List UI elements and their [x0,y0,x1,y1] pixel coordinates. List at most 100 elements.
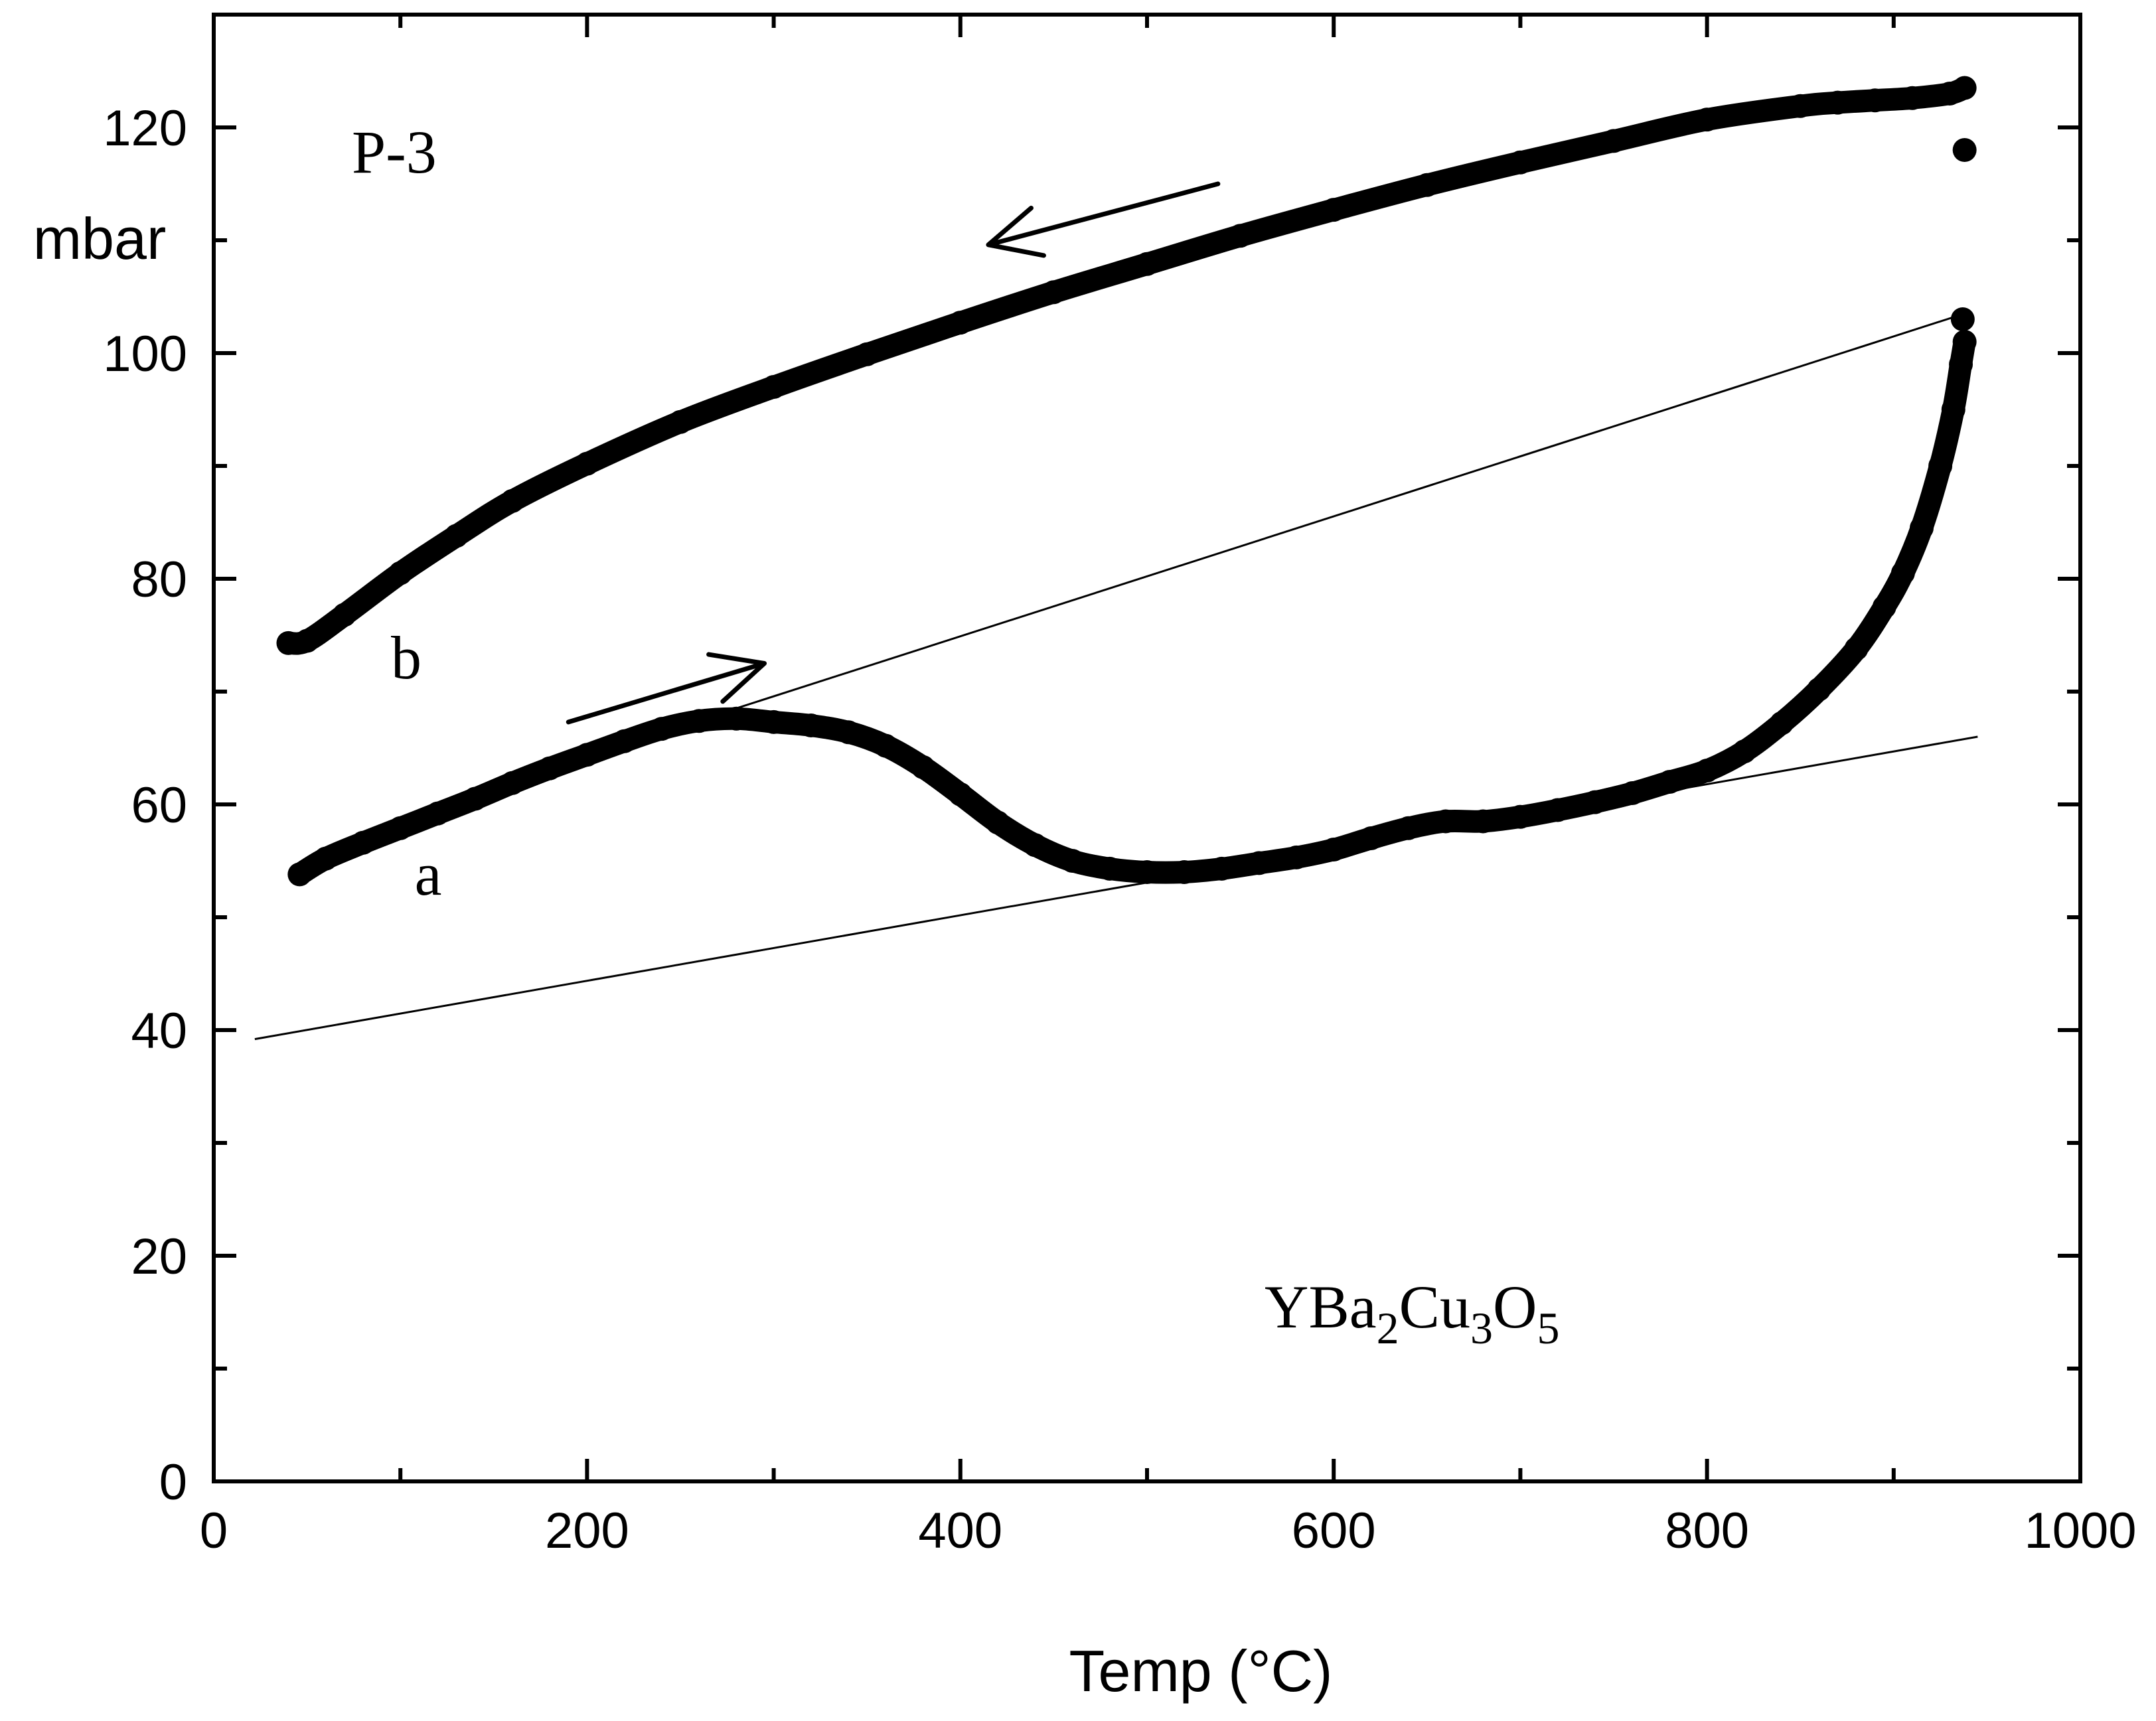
series-a-point [986,810,1010,835]
outlier-point [1952,138,1977,162]
series-a-point [1909,516,1934,540]
series-b-point [500,488,524,513]
series-a-point [575,743,599,767]
series-a-point [1060,849,1085,873]
series-b-point [332,603,356,627]
series-a-curve [288,331,1976,886]
y-tick-label: 40 [131,1003,187,1059]
series-a-point [761,710,786,734]
series-b-point [948,311,972,335]
series-a-point [836,720,861,745]
series-b-point [1135,252,1159,276]
series-a-point [874,733,898,758]
series-b-point [1952,76,1977,100]
series-a-point [1952,330,1977,354]
x-tick-label: 200 [545,1503,629,1559]
formula-sub-2: 3 [1470,1303,1493,1353]
series-b-point [1863,88,1887,113]
series-b-point [388,561,413,585]
series-a-point [1359,826,1383,850]
series-b-point [1900,86,1924,110]
series-a-point [1396,816,1421,840]
series-a-point [1872,595,1896,619]
x-tick-label: 600 [1292,1503,1376,1559]
plot-frame [212,13,2082,1483]
reference-lines [254,313,1978,1041]
y-tick-label: 120 [103,100,187,157]
series-b-point [1695,108,1719,132]
series-a-point [612,729,637,753]
series-a-point [1657,770,1682,794]
series-a-point [1172,860,1197,884]
series-b-point [668,410,692,434]
x-tick-label: 800 [1665,1503,1749,1559]
series-a-point [1209,856,1234,881]
series-b-point [444,524,469,548]
series-b-point [855,342,880,366]
axis-ticks [212,15,2082,1483]
y-tick-label: 80 [131,552,187,608]
heating-arrow [566,652,767,725]
series-b-point [1041,280,1066,305]
series-b-point [1508,150,1533,175]
reference-line-1 [577,313,1965,761]
y-tick-label: 60 [131,777,187,834]
series-a-point [350,830,375,855]
tick-labels: 0 200 400 600 800 1000 0 20 40 60 80 100 120 [103,100,2136,1559]
series-a-point [1097,856,1122,881]
outlier-point [1950,307,1975,331]
x-axis-title: Temp (°C) [1069,1638,1333,1704]
x-tick-label: 1000 [2024,1503,2136,1559]
series-b-point [276,631,301,655]
series-a-point [1949,352,1973,376]
series-a-point [1732,739,1756,764]
series-a-point [687,709,712,733]
series-a-point [1807,677,1831,702]
series-b-point [1825,90,1850,115]
series-a-point [1844,636,1869,661]
series-a-point [1695,759,1719,783]
cooling-arrow [986,181,1221,258]
formula-base: YBa [1265,1273,1377,1341]
series-a-point [724,706,749,731]
series-a-point [1433,809,1458,834]
sample-label: P-3 [352,118,437,186]
series-a-point [425,801,450,826]
series-a-point [1135,860,1159,884]
formula-mid: Cu [1399,1273,1470,1341]
direction-arrows [566,181,1221,725]
series-a-point [313,846,338,871]
x-tick-label: 0 [200,1503,228,1559]
series-a-point [1023,833,1047,858]
series-b-curve [277,76,1976,655]
series-a-point [388,816,413,840]
formula-sub-3: 5 [1537,1303,1559,1353]
series-b-point [575,451,599,476]
formula-end: O [1493,1273,1537,1341]
series-a-point [911,755,935,779]
series-a-point [1284,845,1308,869]
series-a-point [538,756,562,781]
series-a-point [1471,809,1496,834]
series-a-point [463,786,487,811]
series-a-point [1890,561,1915,585]
series-a-point [1508,804,1533,829]
series-a-point [948,782,972,806]
series-a-point [1545,798,1570,822]
series-b-label: b [391,624,422,692]
series-a-point [1247,851,1271,875]
compound-formula: YBa2Cu3O5 [1265,1273,1559,1353]
outlier-points [1950,138,1977,331]
series-b-point [1322,198,1346,222]
series-b-point [1788,94,1813,118]
series-a-label: a [415,840,442,908]
y-tick-label: 0 [159,1454,187,1511]
series-b-point [761,375,786,399]
series-b-point [295,629,319,653]
series-a-point [287,862,312,887]
series-a-point [1322,838,1346,861]
y-tick-label: 20 [131,1229,187,1285]
x-tick-label: 400 [918,1503,1002,1559]
series-b-point [1602,129,1626,153]
series-a-point [1582,790,1607,814]
